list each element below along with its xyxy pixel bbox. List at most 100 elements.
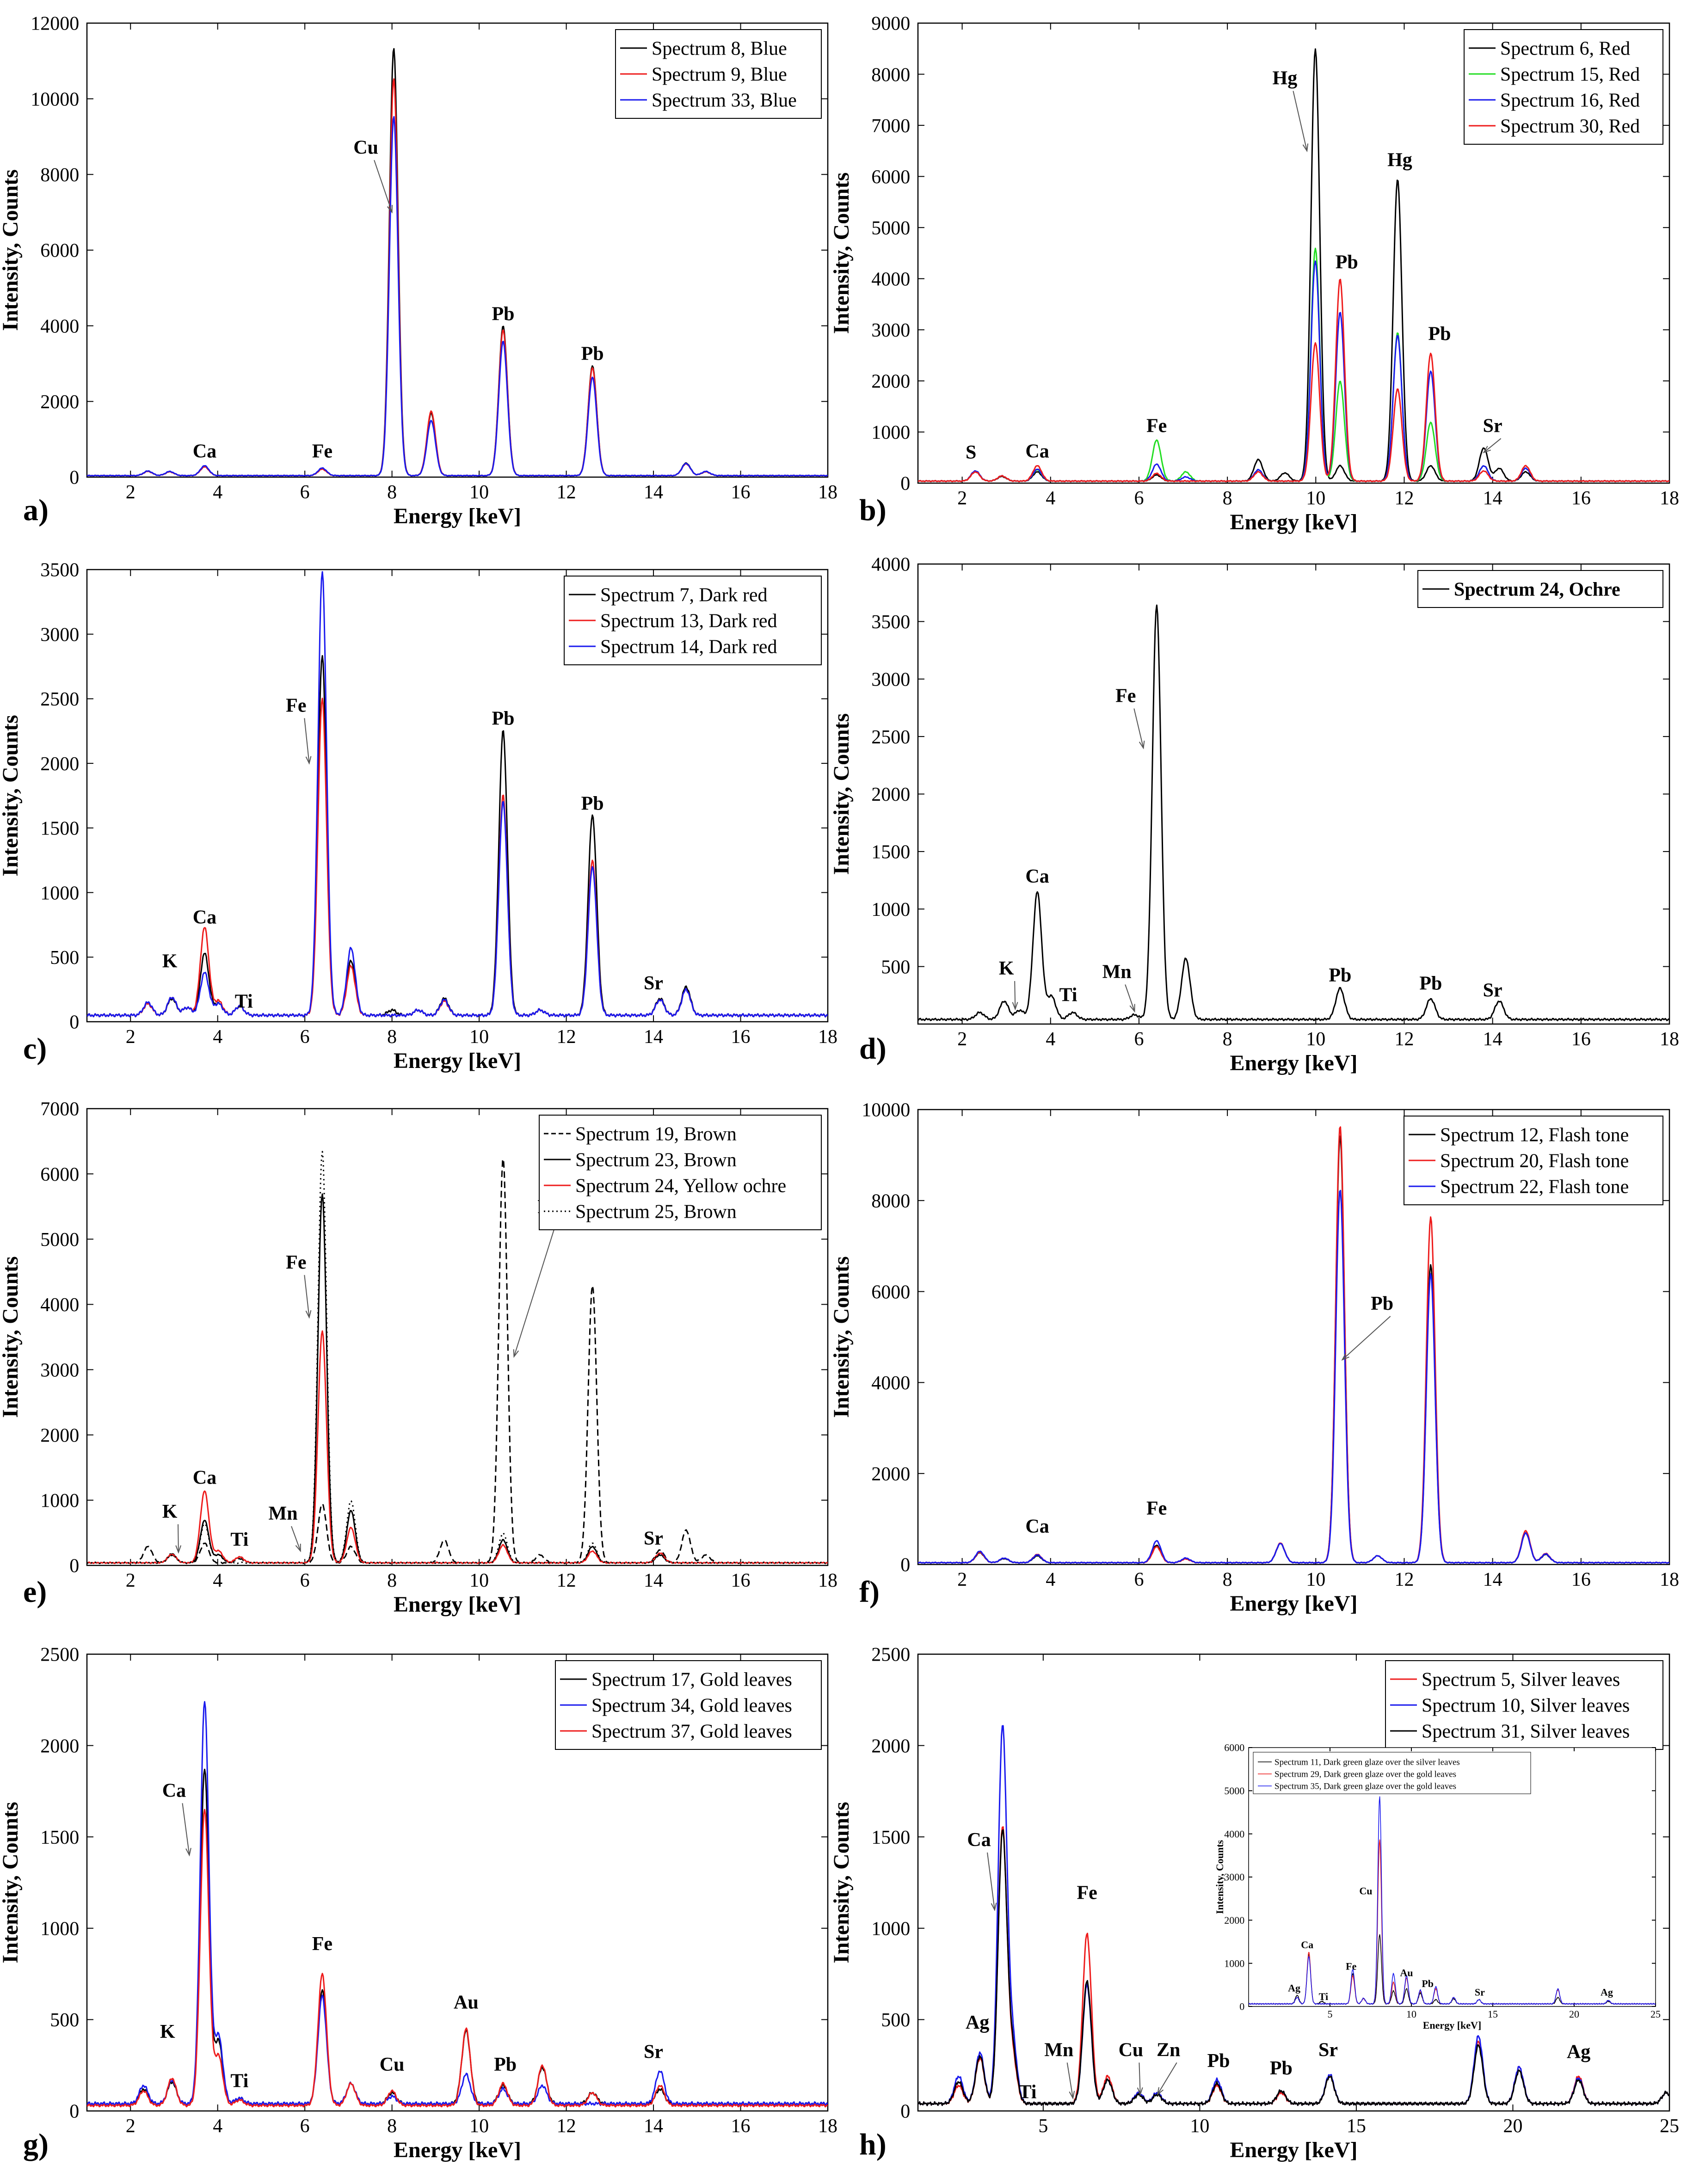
x-tick-label: 6 [1134, 1029, 1144, 1050]
y-tick-label: 4000 [40, 1294, 79, 1316]
y-tick-label: 0 [1239, 2001, 1244, 2012]
element-label-ca: Ca [1025, 441, 1049, 462]
y-tick-label: 2000 [871, 371, 910, 393]
element-label-ca: Ca [193, 907, 216, 928]
x-tick-label: 5 [1328, 2008, 1333, 2020]
legend-entry: Spectrum 9, Blue [652, 64, 787, 86]
legend: Spectrum 11, Dark green glaze over the s… [1253, 1752, 1531, 1794]
panel-label-c: c) [23, 1032, 47, 1066]
plot-frame [917, 563, 1670, 1025]
element-label-sr: Sr [1318, 2039, 1338, 2061]
element-label-ca: Ca [193, 1467, 216, 1489]
annotation-arrowhead [1157, 2087, 1164, 2096]
y-axis-label: Intensity, Counts [0, 1802, 23, 1963]
annotation-arrowhead [1302, 143, 1309, 153]
element-label-pb: Pb [492, 708, 514, 729]
y-tick-label: 10000 [862, 1100, 910, 1121]
element-label-fe: Fe [286, 1252, 306, 1273]
legend-box [539, 1115, 822, 1230]
element-label-ca: Ca [1025, 866, 1049, 887]
x-tick-label: 12 [1394, 1029, 1414, 1050]
x-tick-label: 12 [557, 1026, 576, 1048]
annotation-arrow [178, 1524, 179, 1552]
legend-entry: Spectrum 7, Dark red [600, 585, 768, 606]
panel-label-h: h) [859, 2128, 887, 2161]
legend-entry: Spectrum 17, Gold leaves [591, 1669, 792, 1691]
element-label-pb: Pb [1419, 973, 1442, 994]
y-tick-label: 2000 [1224, 1914, 1244, 1926]
y-tick-label: 500 [881, 957, 910, 978]
annotation-arrowhead [991, 1902, 997, 1912]
x-axis-label: Energy [keV] [1230, 510, 1358, 534]
y-tick-label: 4000 [871, 1373, 910, 1394]
element-label-au: Au [454, 1992, 479, 2013]
legend-entry: Spectrum 15, Red [1500, 64, 1640, 86]
legend-entry: Spectrum 14, Dark red [600, 637, 777, 658]
series-line-3 [918, 1190, 1669, 1564]
chart-panel-h_inset: 5 10 15 20 25 0 1000 2000 3000 4000 5000 6000 Energy… [1214, 1742, 1661, 2031]
panel-label-a: a) [23, 493, 49, 527]
y-tick-label: 4000 [40, 316, 79, 337]
annotation-arrowhead [1129, 1004, 1135, 1013]
x-axis-label: Energy [keV] [394, 504, 521, 528]
y-tick-label: 1500 [40, 1827, 79, 1848]
x-axis-label: Energy [keV] [394, 1592, 521, 1617]
element-label-ca: Ca [1025, 1516, 1049, 1537]
x-tick-label: 8 [1223, 488, 1232, 509]
element-label-cu: Cu [353, 137, 378, 158]
y-tick-label: 6000 [871, 166, 910, 188]
x-tick-label: 18 [818, 1570, 837, 1591]
x-tick-label: 2 [957, 1569, 967, 1590]
legend: Spectrum 5, Silver leaves Spectrum 10, Si… [1385, 1660, 1663, 1750]
annotation-arrow [1125, 984, 1135, 1012]
y-axis-label: Intensity, Counts [0, 1256, 23, 1417]
x-tick-label: 10 [1190, 2116, 1209, 2137]
x-axis-label: Energy [keV] [1230, 1051, 1358, 1075]
element-label-k: K [160, 2021, 175, 2043]
annotation-arrow [1133, 708, 1144, 748]
element-label-pb: Pb [1422, 1978, 1434, 1989]
y-tick-label: 3000 [871, 320, 910, 341]
element-label-sr: Sr [1475, 1987, 1485, 1998]
x-tick-label: 10 [1306, 1569, 1325, 1590]
legend-entry: Spectrum 6, Red [1500, 38, 1630, 60]
legend-entry: Spectrum 13, Dark red [600, 611, 777, 632]
element-label-pb: Pb [494, 2054, 517, 2075]
y-tick-label: 1500 [871, 842, 910, 863]
element-label-fe: Fe [312, 1933, 332, 1955]
x-tick-label: 4 [213, 1570, 222, 1591]
y-tick-label: 2000 [871, 784, 910, 805]
panel-label-f: f) [859, 1575, 880, 1609]
series-line-3 [87, 1330, 828, 1564]
x-tick-label: 8 [1223, 1569, 1232, 1590]
element-label-fe: Fe [1146, 415, 1167, 436]
legend: Spectrum 12, Flash tone Spectrum 20, Flas… [1404, 1116, 1663, 1205]
y-tick-label: 2000 [871, 1736, 910, 1757]
element-label-pb: Pb [1428, 323, 1451, 344]
element-label-pb: Pb [1371, 1293, 1393, 1314]
element-label-ti: Ti [230, 2071, 248, 2092]
series-line-2 [87, 1701, 828, 2106]
legend-entry: Spectrum 12, Flash tone [1440, 1125, 1629, 1146]
x-tick-label: 6 [1134, 1569, 1144, 1590]
annotation-arrowhead [175, 1545, 182, 1554]
y-tick-label: 12000 [31, 13, 79, 35]
element-label-k: K [162, 951, 178, 972]
y-tick-label: 0 [900, 473, 910, 495]
element-label-ti: Ti [235, 991, 253, 1012]
legend-entry: Spectrum 31, Silver leaves [1422, 1721, 1630, 1742]
legend-entry: Spectrum 22, Flash tone [1440, 1177, 1629, 1198]
y-tick-label: 2500 [871, 1644, 910, 1666]
element-label-ca: Ca [193, 441, 216, 462]
y-tick-label: 2000 [871, 1464, 910, 1485]
y-tick-label: 3000 [871, 669, 910, 690]
element-label-hg: Hg [1387, 150, 1412, 171]
y-tick-label: 0 [900, 2101, 910, 2123]
y-tick-label: 6000 [1224, 1742, 1244, 1754]
chart-panel-f: 2 4 6 8 10 12 14 16 18 0 2000 4000 6000 8000 10000 Ener… [829, 1100, 1679, 1616]
element-label-ti: Ti [1019, 2081, 1037, 2103]
element-label-cu: Cu [1359, 1885, 1372, 1896]
series-line-3 [87, 116, 828, 477]
x-tick-label: 14 [1483, 1029, 1502, 1050]
